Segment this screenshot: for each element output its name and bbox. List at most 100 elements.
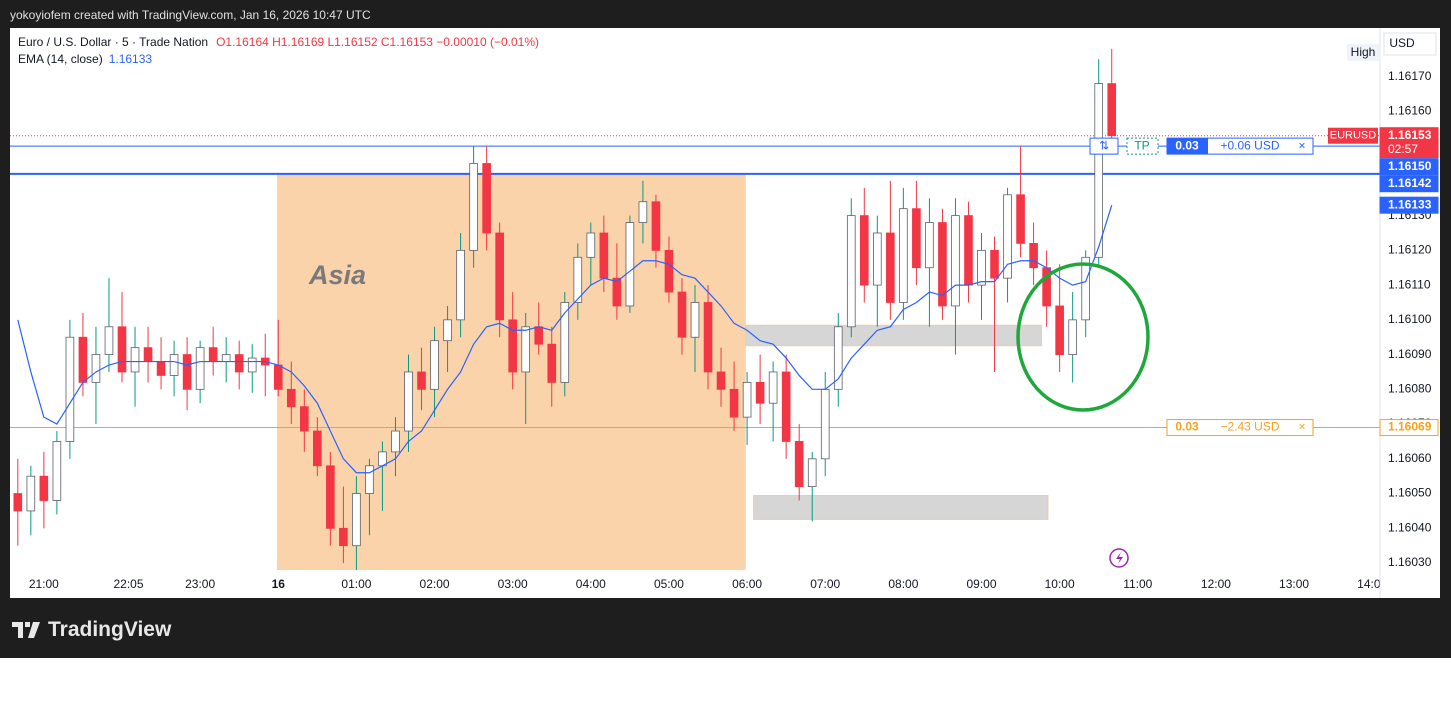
x-tick-label: 13:00: [1279, 577, 1309, 591]
candle-body: [873, 232, 882, 286]
candle-body: [182, 354, 192, 390]
currency-box[interactable]: [1383, 32, 1437, 56]
candle-body: [925, 222, 934, 269]
candle-body: [586, 232, 596, 258]
plot-area: Asia 21:00 22:05 23:00 16 01:00 02:00 03:00 04:0…: [10, 48, 1387, 591]
candle-body: [886, 232, 895, 303]
candle-body: [1068, 319, 1077, 355]
x-tick-label: 11:00: [1123, 577, 1152, 591]
candle-body: [846, 215, 856, 328]
candle-body: [39, 475, 49, 501]
x-tick-label: 14:00: [1357, 577, 1387, 591]
candle-body: [313, 430, 322, 467]
x-tick-label: 02:00: [420, 577, 450, 591]
brand-name: TradingView: [48, 618, 172, 641]
y-tick-label: 1.16050: [1388, 486, 1432, 500]
scale-mode-bg: [1347, 44, 1379, 61]
candle-body: [326, 465, 335, 529]
order-close[interactable]: ×: [1298, 138, 1305, 152]
candle-body: [794, 441, 804, 488]
highlight-circle: [1016, 262, 1150, 412]
candle-body: [781, 371, 791, 442]
candle-body: [729, 388, 739, 418]
candle-body: [755, 381, 765, 404]
y-tick-label: 1.16110: [1388, 277, 1431, 291]
candle-body: [482, 163, 491, 234]
candle-body: [899, 208, 908, 303]
candle-body: [625, 222, 635, 307]
candle-body: [300, 406, 309, 432]
candle-body: [938, 222, 947, 307]
candle-body: [391, 430, 400, 453]
candle-body: [117, 326, 127, 373]
candle-body: [768, 371, 778, 404]
x-tick-label: 12:00: [1201, 577, 1231, 591]
ema-line: [17, 205, 1113, 474]
candle-body: [508, 319, 517, 373]
order-label: 0.03 −2.43 USD ×: [1166, 419, 1314, 437]
candle-body: [104, 326, 114, 355]
candle-body: [859, 215, 869, 286]
x-tick-label: 16: [272, 577, 286, 591]
x-tick-label: 22:05: [113, 577, 143, 591]
x-tick-label: 21:00: [29, 577, 59, 591]
candle-body: [65, 336, 75, 442]
chart: Asia 21:00 22:05 23:00 16 01:00 02:00 03:00 04:0…: [10, 28, 1440, 598]
currency[interactable]: USD: [1389, 36, 1415, 50]
candle-body: [404, 371, 413, 432]
candle-body: [638, 201, 648, 223]
price-label: 1.16133: [1388, 197, 1432, 211]
y-tick-label: 1.16040: [1388, 520, 1432, 534]
attribution: yokoyiofem created with TradingView.com,…: [10, 8, 371, 22]
x-tick-label: 10:00: [1045, 577, 1075, 591]
symbol-title: Euro / U.S. Dollar · 5 · Trade Nation: [18, 35, 208, 49]
y-tick-label: 1.16090: [1388, 347, 1432, 361]
order-close[interactable]: ×: [1298, 420, 1305, 434]
y-tick-label: 1.16120: [1388, 243, 1432, 257]
candle-body: [195, 347, 205, 390]
candle-body: [820, 388, 830, 460]
order-pnl: −2.43 USD: [1220, 420, 1279, 434]
candle-body: [612, 277, 622, 307]
ohlc-legend: O1.16164 H1.16169 L1.16152 C1.16153 −0.0…: [216, 35, 539, 49]
candle-body: [573, 256, 583, 303]
x-tick-label: 03:00: [498, 577, 528, 591]
candle-body: [91, 354, 101, 383]
order-qty: 0.03: [1175, 138, 1199, 152]
candle-body: [742, 381, 752, 418]
x-tick-label: 07:00: [810, 577, 840, 591]
candle-body: [534, 326, 544, 345]
event-icon-bolt: [1116, 552, 1123, 564]
x-tick-label: 05:00: [654, 577, 684, 591]
candle-body: [273, 364, 283, 390]
scale-mode[interactable]: High: [1351, 45, 1376, 59]
order-qty: 0.03: [1175, 420, 1199, 434]
y-tick-label: 1.16080: [1388, 382, 1432, 396]
logo-icon: [12, 622, 40, 638]
candle-body: [677, 291, 687, 338]
y-tick-label: 1.16060: [1388, 451, 1432, 465]
candle-body: [1094, 83, 1104, 258]
candle-body: [716, 371, 726, 390]
candle-body: [143, 347, 153, 362]
price-label-box: [1379, 158, 1439, 176]
candle-body: [495, 232, 504, 321]
candle-body: [664, 249, 674, 293]
candle-body: [26, 475, 36, 512]
candle-body: [78, 336, 88, 383]
candle-body: [833, 326, 843, 390]
candle-body: [443, 319, 452, 342]
y-tick-label: 1.16170: [1388, 69, 1432, 83]
candle-body: [964, 215, 973, 286]
symbol-tag-box: [1328, 127, 1378, 144]
x-tick-label: 09:00: [966, 577, 996, 591]
candle-body: [221, 354, 231, 362]
candle-body: [247, 357, 257, 373]
zone: [753, 495, 1049, 520]
indicator-name: EMA (14, close): [18, 52, 103, 66]
candle-body: [1081, 256, 1090, 321]
candle-body: [417, 371, 426, 390]
order-handle-icon: ⇅: [1099, 138, 1109, 152]
candle-body: [234, 354, 244, 373]
price-label: 1.16142: [1388, 176, 1432, 190]
